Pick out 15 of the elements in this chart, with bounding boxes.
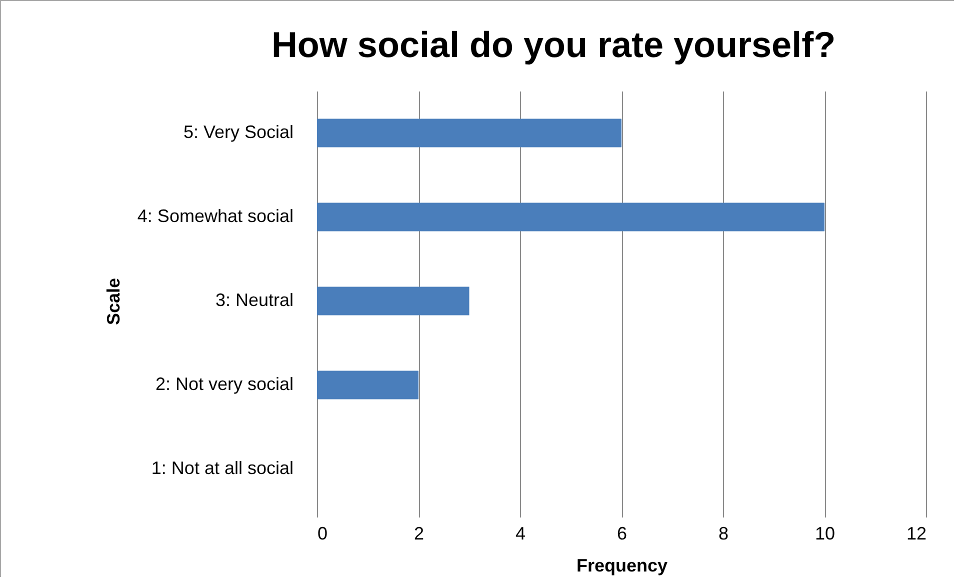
y-tick-label: 5: Very Social — [183, 122, 294, 142]
x-tick-label: 0 — [318, 524, 328, 544]
x-tick-label: 12 — [906, 524, 926, 544]
x-axis-title: Frequency — [576, 556, 668, 576]
x-tick-label: 10 — [814, 524, 836, 544]
y-axis-title: Scale — [103, 278, 124, 326]
x-tick-label: 8 — [718, 524, 729, 544]
y-tick-label: 2: Not very social — [155, 374, 294, 394]
x-tick-label: 4 — [515, 524, 526, 544]
x-tick-label: 2 — [414, 524, 424, 544]
y-tick-label: 4: Somewhat social — [137, 206, 294, 226]
x-tick-label: 6 — [616, 524, 628, 544]
y-tick-label: 3: Neutral — [215, 290, 294, 310]
y-tick-label: 1: Not at all social — [151, 458, 294, 478]
chart-title: How social do you rate yourself? — [271, 24, 836, 65]
